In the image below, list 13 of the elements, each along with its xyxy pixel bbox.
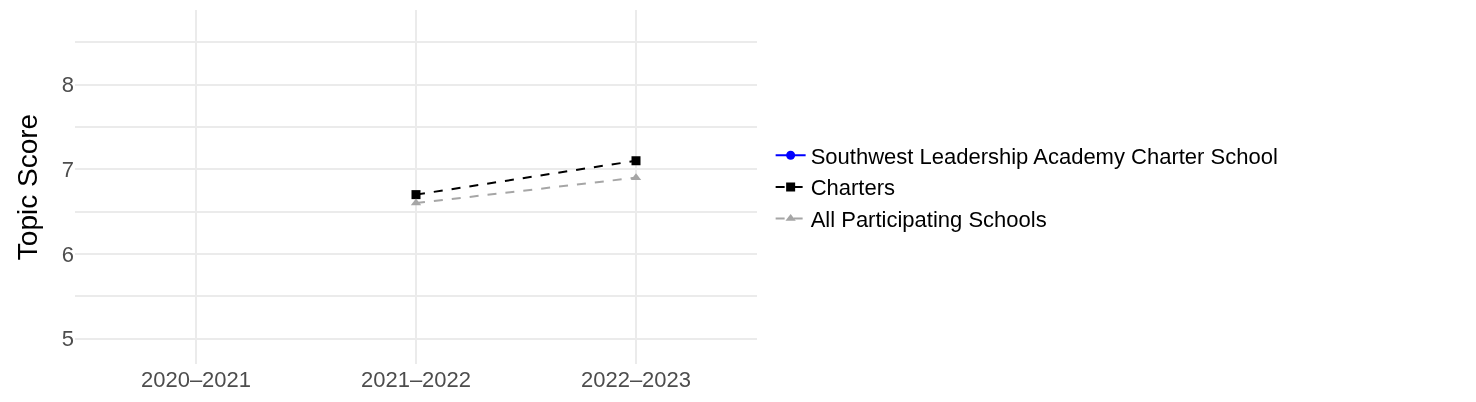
x-tick-label: 2020–2021 xyxy=(140,367,252,392)
point xyxy=(631,156,641,166)
y-tick-label: 8 xyxy=(61,72,74,98)
legend-label: Southwest Leadership Academy Charter School xyxy=(810,143,1278,169)
y-tick-label: 7 xyxy=(61,156,74,182)
y-axis-title: Topic Score xyxy=(12,113,44,261)
legend-label: All Participating Schools xyxy=(810,207,1047,233)
x-tick-label: 2022–2023 xyxy=(580,367,692,392)
y-tick-label: 6 xyxy=(61,241,74,267)
y-tick-label: 5 xyxy=(61,326,74,352)
point xyxy=(411,190,421,200)
x-tick-label: 2021–2022 xyxy=(360,367,472,392)
legend-label: Charters xyxy=(810,175,895,201)
